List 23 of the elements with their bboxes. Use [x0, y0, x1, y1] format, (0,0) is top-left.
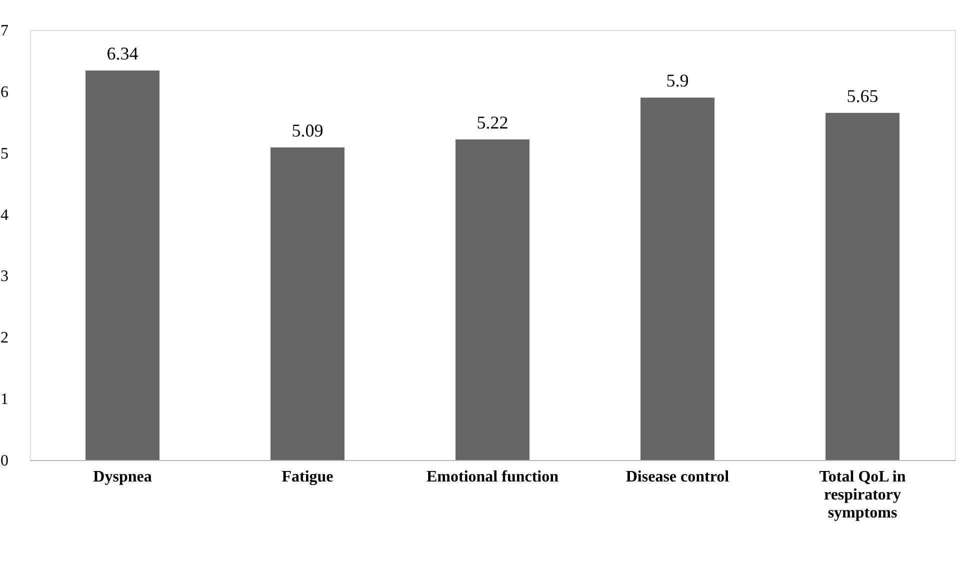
bar	[456, 139, 530, 460]
y-tick-label: 6	[0, 84, 8, 101]
y-tick-label: 0	[0, 452, 8, 470]
y-tick-label: 7	[0, 22, 8, 40]
bar	[826, 112, 900, 460]
x-tick-label: Emotional function	[426, 468, 559, 486]
y-tick-label: 2	[0, 330, 8, 347]
data-label: 5.9	[666, 70, 689, 91]
bar	[270, 147, 344, 460]
data-label: 5.22	[476, 112, 508, 132]
x-tick-label: Disease control	[626, 468, 730, 486]
data-label: 6.34	[106, 44, 138, 64]
bar	[640, 98, 714, 460]
x-tick-label: Dyspnea	[93, 468, 152, 486]
x-tick-label: Fatigue	[282, 468, 334, 486]
bar	[86, 70, 160, 460]
data-label: 5.65	[846, 86, 878, 106]
y-tick-label: 4	[0, 206, 8, 224]
y-tick-label: 5	[0, 145, 8, 162]
data-label: 5.09	[292, 120, 324, 140]
x-tick-label: Total QoL in respiratory symptoms	[819, 468, 906, 522]
y-tick-label: 1	[0, 391, 8, 408]
y-tick-label: 3	[0, 268, 8, 286]
